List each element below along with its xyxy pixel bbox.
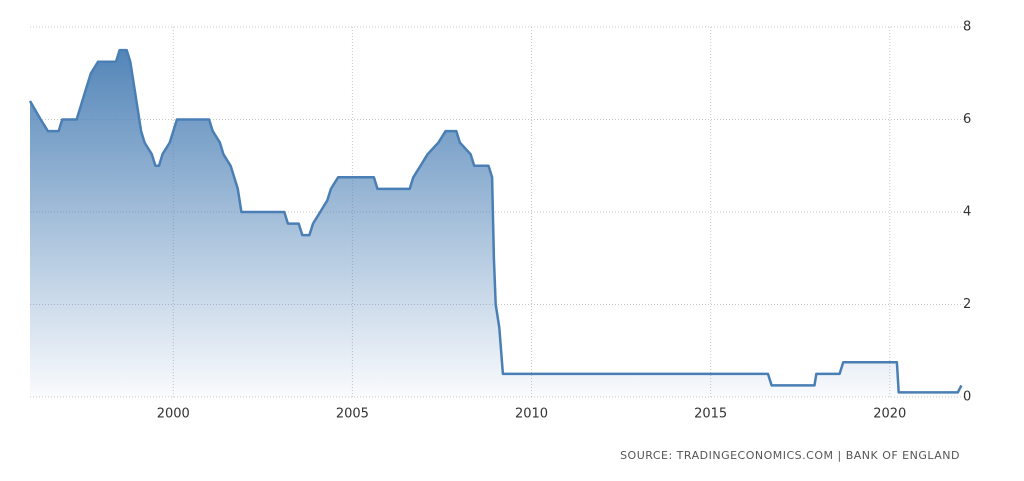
x-tick-label: 2000 — [157, 407, 190, 422]
series-line — [28, 48, 963, 394]
y-tick-label: 2 — [963, 297, 971, 312]
area-fill — [30, 50, 962, 397]
source-note: SOURCE: TRADINGECONOMICS.COM | BANK OF E… — [620, 449, 960, 462]
y-tick-label: 6 — [963, 112, 971, 127]
y-tick-label: 0 — [963, 390, 971, 405]
x-tick-label: 2005 — [336, 407, 369, 422]
y-tick-label: 4 — [963, 205, 971, 220]
x-tick-label: 2010 — [515, 407, 548, 422]
x-tick-label: 2020 — [873, 407, 906, 422]
y-tick-label: 8 — [963, 20, 971, 35]
x-tick-label: 2015 — [694, 407, 727, 422]
